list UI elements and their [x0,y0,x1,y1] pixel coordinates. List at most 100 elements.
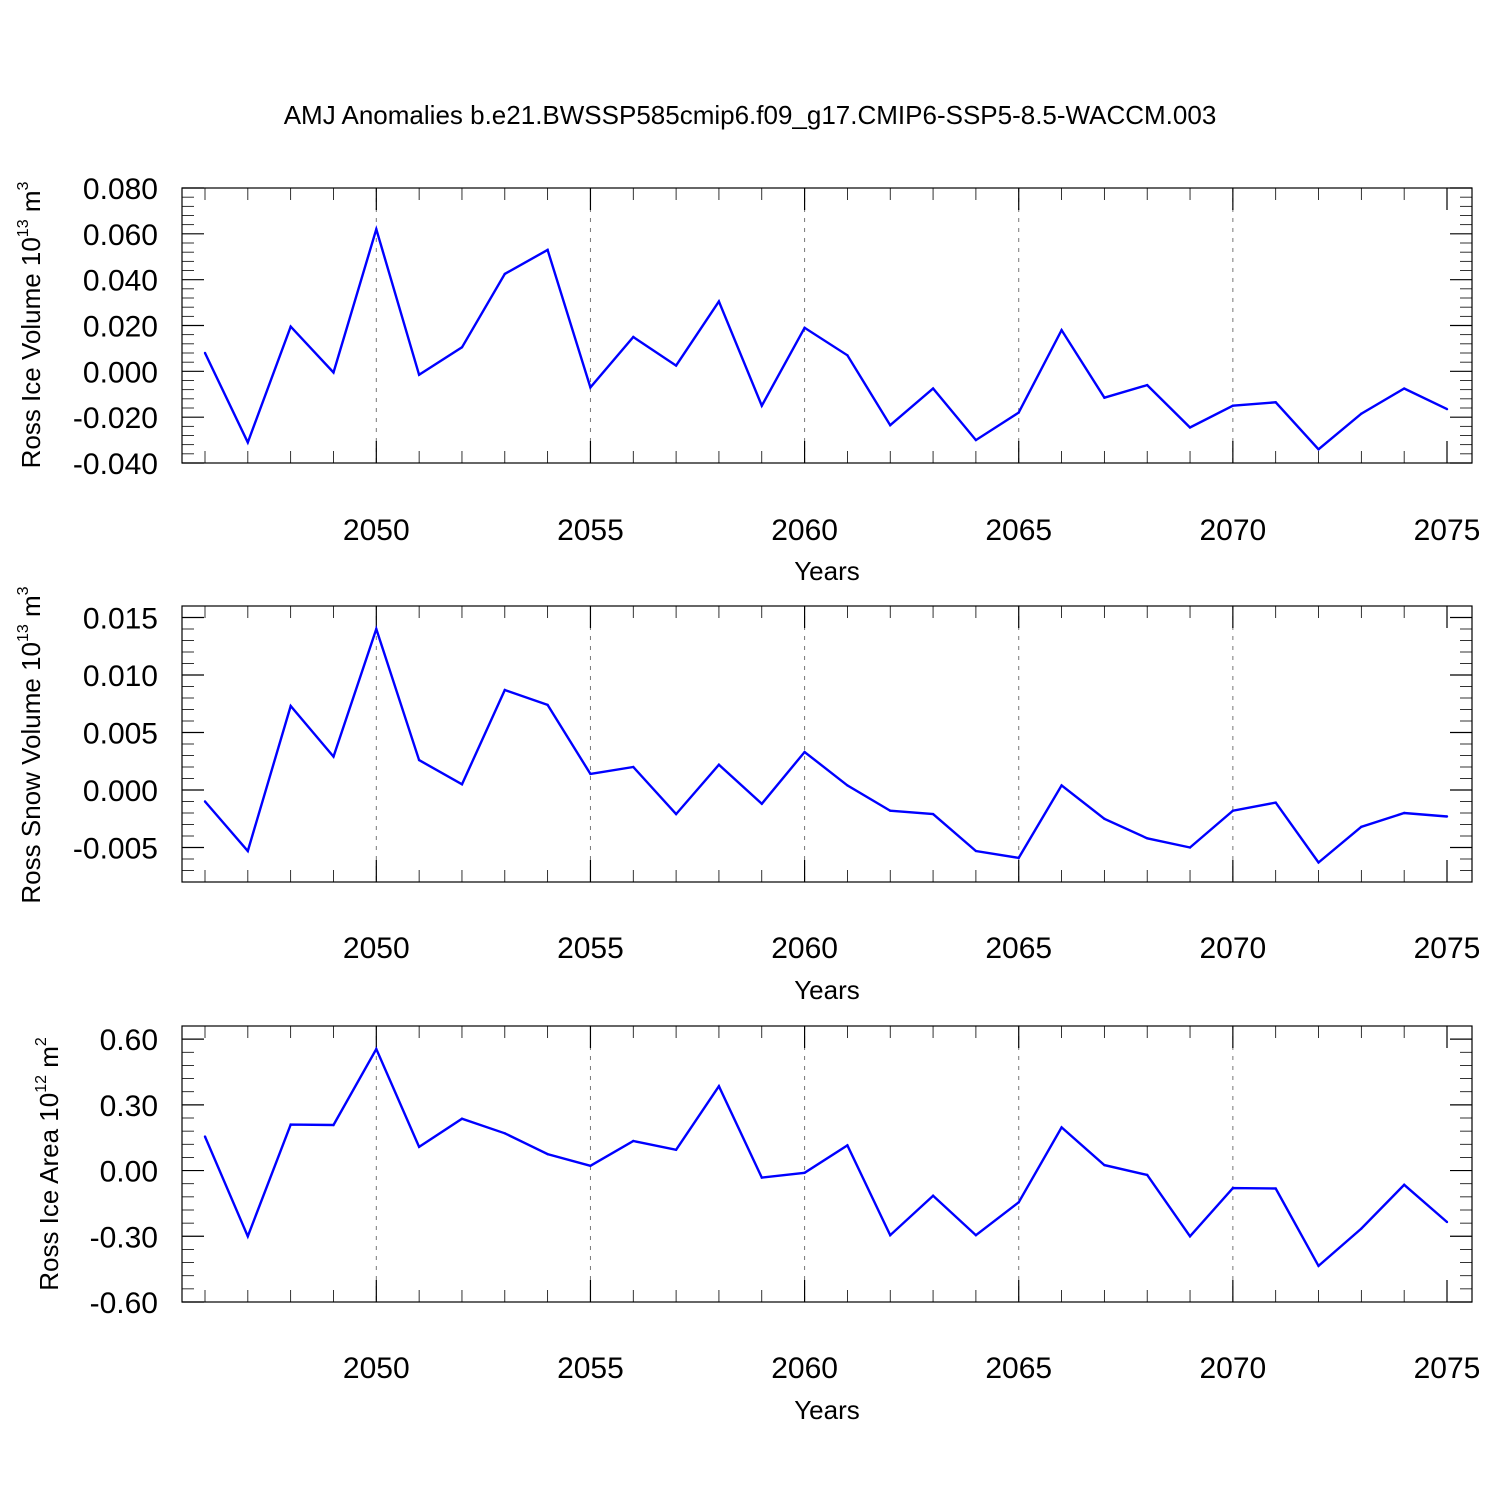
x-tick-label: 2050 [343,514,410,547]
data-point [674,364,678,367]
data-point [1188,846,1192,849]
x-tick-label: 2050 [343,932,410,965]
y-axis-title: Ross Snow Volume 1013 m3 [15,586,46,903]
data-point [889,423,892,427]
x-tick-label: 2060 [771,1352,838,1385]
y-tick-label: -0.60 [90,1287,158,1320]
data-point [417,1145,421,1149]
data-point [1360,1227,1363,1230]
data-point [1445,815,1449,818]
x-axis-title: Years [794,1395,860,1425]
y-tick-label: 0.30 [100,1090,158,1123]
data-point [1017,411,1020,414]
y-tick-label: 0.060 [83,219,158,252]
data-point [1188,1235,1192,1238]
y-tick-label: 0.005 [83,718,158,751]
data-point [1103,1163,1106,1167]
data-point [717,300,721,303]
data-point [1274,401,1277,404]
y-axis-title-exponent: 12 [33,1075,50,1093]
data-point [1060,1126,1063,1129]
y-tick-label: 0.00 [100,1156,158,1189]
data-point [503,272,506,276]
data-point [589,386,592,389]
plot-frame [181,605,1473,883]
data-point [760,404,763,407]
y-tick-label: 0.040 [83,265,158,298]
y-tick-label: -0.005 [73,833,158,866]
y-tick-label: 0.000 [83,775,158,808]
series-line [203,224,1448,451]
data-point [889,809,892,812]
y-axis-title-exponent: 13 [15,624,32,642]
data-point [1017,856,1020,860]
data-point [289,704,292,708]
y-axis-title: Ross Ice Area 1012 m2 [33,1037,64,1291]
data-point [803,326,806,329]
data-point [1360,412,1363,415]
data-point [1146,837,1149,840]
data-point [846,354,849,357]
data-point [632,335,635,339]
data-point [546,703,549,707]
data-point [1103,817,1106,820]
y-tick-label: 0.015 [83,603,158,636]
y-axis-title-exponent: 13 [15,219,32,237]
data-point [931,812,935,816]
data-point [332,371,335,374]
series-line [204,625,1448,865]
data-point [760,1176,763,1179]
data-point [1445,407,1449,411]
data-point [246,441,250,444]
x-tick-label: 2075 [1414,514,1481,547]
data-point [332,1123,335,1127]
data-point [1060,784,1063,787]
data-point [1402,811,1406,815]
y-tick-label: -0.020 [73,402,158,435]
data-point [1445,1220,1449,1224]
data-point [246,849,250,853]
x-tick-label: 2065 [985,932,1052,965]
data-point [417,758,421,762]
data-point [1146,1173,1149,1177]
y-axis-title: Ross Ice Volume 1013 m3 [15,181,46,468]
x-tick-label: 2075 [1414,932,1481,965]
data-point [846,784,849,787]
snow-volume-panel: -0.005 0.000 0.005 0.010 0.015 2050 2055 2060 20… [15,586,1480,1005]
data-point [1060,328,1063,332]
data-point [717,1085,721,1088]
data-point [203,1135,207,1138]
data-point [717,763,721,766]
data-point [1317,861,1320,864]
data-point [203,351,207,355]
data-point [289,1123,292,1126]
data-point [674,1148,678,1151]
y-tick-label: 0.60 [100,1024,158,1057]
data-point [503,688,506,692]
data-point [1402,1183,1406,1187]
y-axis-title-unit-exponent: 2 [33,1037,50,1046]
data-point [332,755,335,758]
y-axis-title-main: Ross Ice Area 10 [34,1093,64,1291]
data-point [1317,1264,1320,1268]
data-point [674,812,678,816]
data-point [1103,396,1106,399]
data-point [1274,1187,1277,1190]
x-tick-label: 2065 [985,1352,1052,1385]
data-point [760,802,763,805]
data-point [460,346,464,349]
x-tick-label: 2075 [1414,1352,1481,1385]
data-point [460,783,464,786]
y-axis-title-main: Ross Snow Volume 10 [16,642,46,904]
data-point [931,387,935,390]
data-point [1317,448,1320,451]
x-tick-label: 2070 [1199,514,1266,547]
y-tick-label: 0.010 [83,660,158,693]
data-point [974,1233,978,1237]
x-axis-title: Years [794,975,860,1005]
data-point [1231,809,1235,812]
y-axis-title-unit-exponent: 3 [15,181,32,190]
data-point [1402,387,1406,390]
data-point [1231,404,1235,407]
